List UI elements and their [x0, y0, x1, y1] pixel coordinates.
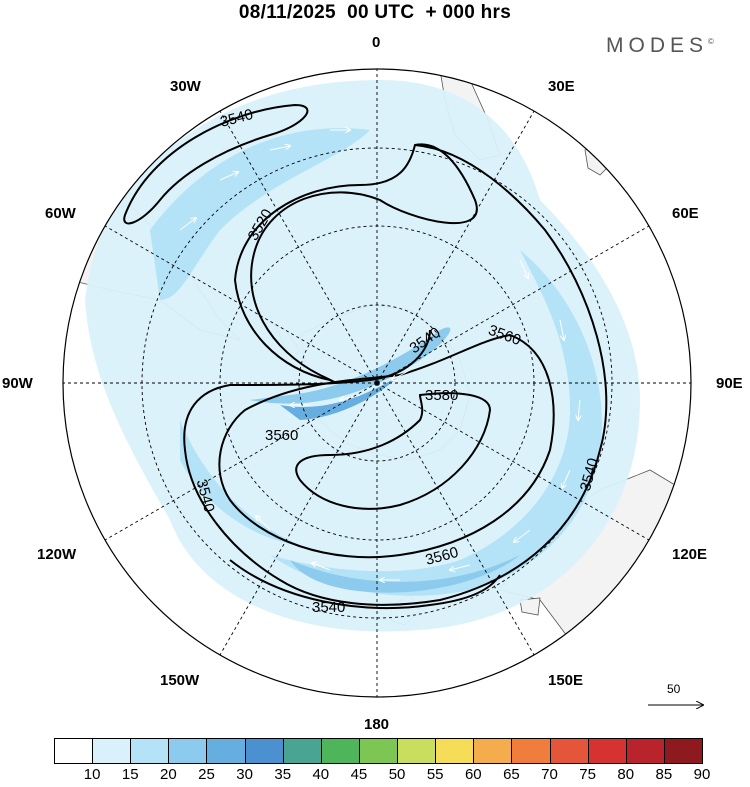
- wind-vector: [179, 218, 196, 231]
- brand-logo: MODES©: [606, 34, 714, 58]
- meridian-line: [104, 225, 378, 384]
- wind-vector: [514, 529, 531, 542]
- lon-label-30e: 30E: [548, 78, 575, 95]
- lon-label-90w: 90W: [2, 375, 33, 392]
- colorbar-label: 35: [274, 766, 292, 783]
- reference-vector-value: 50: [667, 682, 681, 696]
- lon-label-60e: 60E: [672, 205, 699, 222]
- colorbar-swatch: [587, 738, 627, 764]
- jet-core-south: [290, 555, 520, 593]
- colorbar-label: 15: [121, 766, 139, 783]
- contour-3540-east: [183, 144, 608, 606]
- colorbar-label: 60: [464, 766, 482, 783]
- colorbar-swatch: [473, 738, 513, 764]
- colorbar-swatch: [206, 738, 246, 764]
- lon-label-120w: 120W: [37, 546, 77, 563]
- colorbar-swatch: [625, 738, 665, 764]
- wind-vector: [256, 516, 271, 531]
- brand-mark: ©: [708, 37, 714, 46]
- wind-vector: [340, 394, 361, 400]
- lon-label-30w: 30W: [170, 78, 201, 95]
- meridian-line: [376, 382, 650, 541]
- wind-vector: [450, 564, 471, 570]
- lon-label-180: 180: [364, 716, 390, 733]
- wind-speed-shading: [85, 80, 640, 632]
- meridian-line: [219, 382, 378, 656]
- colorbar-swatch: [320, 738, 360, 764]
- graticule: [63, 69, 691, 697]
- contour-3580: [295, 392, 492, 510]
- jet-core-max: [280, 375, 400, 420]
- meridian-line: [219, 110, 378, 384]
- contour-label: 3560: [265, 427, 298, 444]
- wind-vectors: [179, 130, 580, 580]
- wind-vector: [312, 563, 331, 571]
- colorbar-label: 50: [388, 766, 406, 783]
- colorbar-label: 10: [83, 766, 101, 783]
- reference-vector: 50: [645, 682, 705, 712]
- jet-band-outer: [85, 80, 640, 632]
- lon-label-60w: 60W: [45, 205, 76, 222]
- colorbar-label: 85: [655, 766, 673, 783]
- madagascar-land: [584, 144, 616, 176]
- colorbar: 10 15 20 25 30 35 40 45 50 55 60 65 70 75 80 85 90: [54, 738, 710, 783]
- meridian-line: [376, 110, 535, 384]
- wind-vector: [219, 172, 238, 181]
- colorbar-swatch: [130, 738, 170, 764]
- colorbar-swatch: [244, 738, 284, 764]
- colorbar-swatch: [435, 738, 475, 764]
- contour-3540-south: [229, 559, 501, 609]
- south-pole-marker: [374, 380, 380, 386]
- colorbar-swatch: [358, 738, 399, 764]
- wind-vector: [269, 146, 290, 151]
- meridians: [63, 69, 691, 697]
- colorbar-label: 20: [160, 766, 177, 783]
- meridian-line: [104, 382, 378, 541]
- colorbar-swatch: [397, 738, 437, 764]
- colorbar-label: 45: [350, 766, 368, 783]
- jet-band-mid: [150, 128, 370, 300]
- meridian-line: [376, 225, 650, 384]
- colorbar-swatch: [92, 738, 132, 764]
- colorbar-swatch: [663, 738, 703, 764]
- wind-vector: [392, 369, 411, 380]
- wind-vector: [519, 259, 528, 278]
- colorbar-label: 40: [312, 766, 330, 783]
- contour-3540-northwest: [123, 103, 309, 225]
- wind-vector: [559, 319, 564, 340]
- colorbar-label: 55: [426, 766, 444, 783]
- map-border: [62, 68, 692, 698]
- wind-vector: [562, 469, 571, 488]
- colorbar-swatch: [511, 738, 551, 764]
- colorbar-label: 70: [541, 766, 558, 783]
- colorbar-swatch: [549, 738, 589, 764]
- page-title: 08/11/2025 00 UTC + 000 hrs: [238, 2, 512, 23]
- lon-label-150e: 150E: [548, 672, 584, 689]
- meridian-line: [376, 382, 535, 656]
- lon-label-0: 0: [372, 34, 381, 51]
- colorbar-swatch: [168, 738, 208, 764]
- wind-vector: [578, 399, 580, 420]
- lon-label-150w: 150W: [160, 672, 200, 689]
- lon-label-90e: 90E: [716, 375, 743, 392]
- colorbar-label: 90: [693, 766, 711, 783]
- contour-3520: [233, 143, 478, 384]
- colorbar-swatch: [54, 738, 94, 764]
- colorbar-label: 75: [579, 766, 596, 783]
- contour-label: 3540: [312, 599, 345, 616]
- lon-label-120e: 120E: [672, 546, 708, 563]
- contour-label: 3580: [425, 387, 458, 404]
- colorbar-label: 65: [503, 766, 520, 783]
- colorbar-label: 30: [236, 766, 253, 783]
- colorbar-label: 25: [198, 766, 215, 783]
- brand-name: MODES: [606, 34, 709, 57]
- colorbar-label: 80: [617, 766, 635, 783]
- colorbar-swatch: [282, 738, 322, 764]
- tasmania-land: [519, 597, 541, 616]
